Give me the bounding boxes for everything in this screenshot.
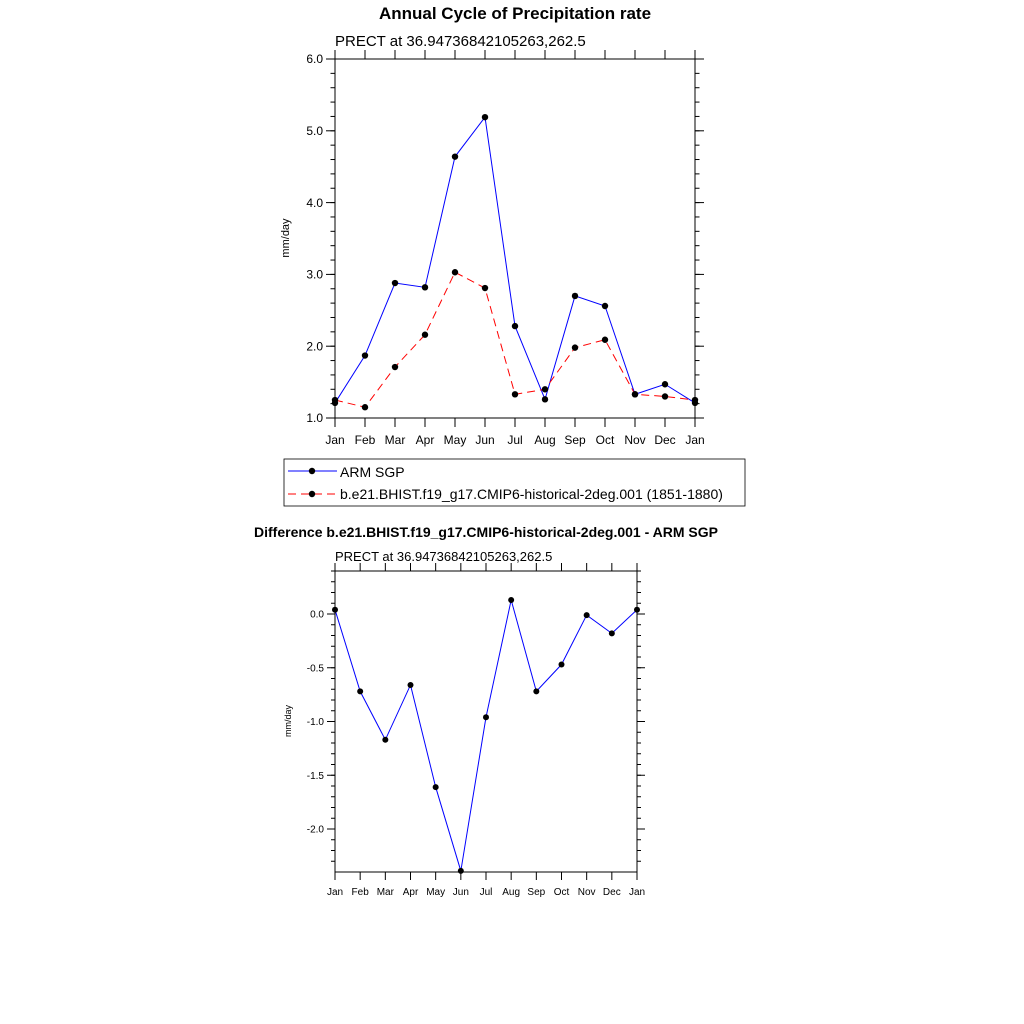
chart1-plot: Jan Feb Mar Apr May Jun Jul Aug Sep Oct Nov Dec Jan1… (306, 50, 705, 447)
chart1-subtitle: PRECT at 36.94736842105263,262.5 (335, 33, 586, 50)
chart2-ytick-label: 0.0 (310, 610, 324, 621)
chart1-series-1-point (541, 386, 549, 393)
chart1-xtick-label: Aug (534, 433, 555, 447)
chart1-ytick-label: 2.0 (306, 339, 323, 353)
chart2-xtick-label: Jan (327, 887, 343, 898)
chart1-title: Annual Cycle of Precipitation rate (379, 4, 651, 23)
chart2-xtick-label: Apr (403, 887, 419, 898)
chart1-series-0-point (601, 302, 609, 310)
chart1-series-1-point (451, 269, 459, 276)
chart1-series-1-point (481, 284, 489, 292)
chart1-xtick-label: Jan (325, 433, 344, 447)
chart2-xtick-label: May (426, 887, 445, 898)
chart1-xtick-label: Oct (596, 433, 615, 447)
chart1-series-0-point (511, 322, 519, 330)
chart1-frame (334, 58, 696, 419)
chart1-series-0-point (391, 279, 399, 287)
chart1-ylabel: mm/day (280, 218, 292, 258)
chart1-series-1-point (691, 396, 699, 404)
chart2-series-0-point (382, 736, 389, 743)
legend-label-model: b.e21.BHIST.f19_g17.CMIP6-historical-2de… (340, 486, 723, 502)
legend-box (283, 458, 746, 507)
chart1-series-0-point (661, 381, 669, 388)
chart1-series-1-point (601, 336, 609, 343)
chart1-ytick-label: 1.0 (306, 411, 323, 425)
chart2-xtick-label: Jun (453, 887, 469, 898)
chart1-series-1-point (421, 331, 429, 338)
legend-marker-arm (308, 467, 316, 475)
chart2-series-0-point (634, 606, 640, 613)
chart2-series-0-point (332, 606, 338, 613)
chart2-subtitle: PRECT at 36.94736842105263,262.5 (335, 549, 552, 564)
chart1-series-0-point (571, 292, 579, 300)
chart2-ytick-label: -1.5 (307, 771, 325, 782)
chart2-series-0-point (558, 661, 565, 668)
legend-marker-model (308, 490, 316, 498)
chart1-ytick-label: 6.0 (306, 52, 323, 66)
chart2-series-0-point (583, 612, 590, 619)
chart2-xtick-label: Sep (527, 887, 545, 898)
chart1-series-line-0 (334, 115, 696, 404)
chart2-xtick-label: Jul (480, 887, 493, 898)
chart2-frame (334, 570, 638, 873)
chart1-series-1-point (661, 393, 669, 400)
chart1-series-1-point (511, 391, 519, 398)
chart1-xtick-label: Nov (624, 433, 645, 447)
chart1-series-1-point (391, 363, 399, 371)
chart2-xtick-label: Nov (578, 887, 596, 898)
chart1-ytick-label: 5.0 (306, 124, 323, 138)
chart1-xtick-label: Dec (654, 433, 675, 447)
chart1-xtick-label: Jun (475, 433, 494, 447)
chart1-legend: ARM SGP b.e21.BHIST.f19_g17.CMIP6-histor… (283, 458, 746, 507)
chart1-xtick-label: Feb (355, 433, 376, 447)
chart2-series-0-point (608, 630, 615, 637)
chart2-xtick-label: Oct (554, 887, 570, 898)
chart1-series-0-point (421, 284, 429, 291)
chart2-ytick-label: -2.0 (307, 825, 325, 836)
chart1-series-0-point (361, 352, 369, 359)
chart1-xtick-label: Sep (564, 433, 586, 447)
chart2-series-0-point (533, 688, 540, 695)
chart1-series-1-point (571, 344, 579, 351)
chart1-ytick-label: 3.0 (306, 268, 323, 282)
chart2-series-0-point (508, 597, 515, 604)
chart2-series-0-point (457, 867, 464, 874)
chart1-series-1-point (361, 404, 369, 411)
chart1-series-1-point (331, 396, 339, 404)
chart1-series-line-1 (334, 271, 696, 408)
chart2-ytick-label: -1.0 (307, 717, 325, 728)
chart1-xtick-label: Jan (685, 433, 704, 447)
chart1-series-0-point (451, 153, 459, 160)
chart2-series-0-point (432, 784, 439, 791)
chart1-xtick-label: Mar (385, 433, 406, 447)
chart2-xtick-label: Feb (352, 887, 370, 898)
chart1-xtick-label: May (444, 433, 467, 447)
chart2-xtick-label: Jan (629, 887, 645, 898)
chart2-title: Difference b.e21.BHIST.f19_g17.CMIP6-his… (254, 524, 718, 540)
chart2-ytick-label: -0.5 (307, 663, 325, 674)
chart1-xtick-label: Apr (416, 433, 435, 447)
chart2-series-0-point (357, 688, 364, 695)
chart1-series-1-point (631, 391, 639, 398)
chart2-plot: Jan Feb Mar Apr May Jun Jul Aug Sep Oct Nov Dec Jan -… (307, 563, 645, 898)
chart2-series-line-0 (334, 599, 638, 872)
chart2-xtick-label: Mar (377, 887, 395, 898)
chart2-series-0-point (483, 714, 489, 721)
chart1-series-0-point (541, 396, 549, 403)
chart1-xtick-label: Jul (507, 433, 522, 447)
chart2-xtick-label: Aug (502, 887, 520, 898)
chart2-xtick-label: Dec (603, 887, 621, 898)
chart2-series-0-point (407, 681, 414, 688)
chart1-ytick-label: 4.0 (306, 196, 323, 210)
legend-label-arm: ARM SGP (340, 464, 405, 480)
chart2-ylabel: mm/day (283, 705, 293, 738)
chart1-series-0-point (481, 113, 489, 121)
